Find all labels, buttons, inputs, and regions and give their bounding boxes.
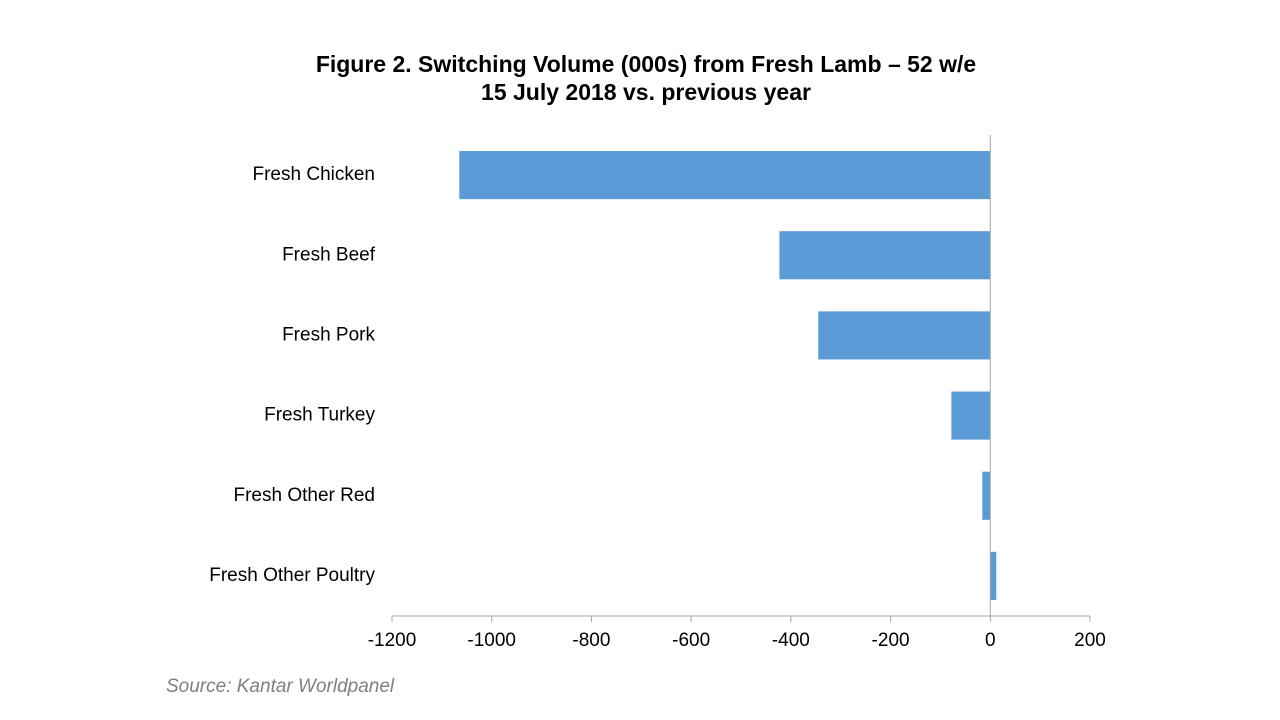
x-tick-label: -600 (672, 630, 710, 651)
x-tick-label: -1200 (368, 630, 417, 651)
source-note: Source: Kantar Worldpanel (166, 676, 395, 697)
y-tick-label: Fresh Pork (282, 324, 375, 345)
bar (779, 231, 991, 280)
bar (951, 391, 991, 440)
y-tick-label: Fresh Beef (282, 244, 376, 265)
x-tick-label: 200 (1074, 630, 1106, 651)
chart-title: 15 July 2018 vs. previous year (481, 79, 811, 105)
x-tick-label: -200 (872, 630, 910, 651)
y-tick-label: Fresh Other Red (234, 485, 376, 506)
x-tick-label: 0 (985, 630, 996, 651)
bar (459, 151, 991, 200)
bar (818, 311, 991, 360)
x-tick-label: -400 (772, 630, 810, 651)
chart-title: Figure 2. Switching Volume (000s) from F… (316, 51, 976, 77)
bar (982, 471, 991, 520)
y-tick-label: Fresh Chicken (253, 164, 376, 185)
y-tick-label: Fresh Turkey (264, 405, 375, 426)
y-tick-label: Fresh Other Poultry (209, 565, 375, 586)
x-tick-label: -800 (572, 630, 610, 651)
bar (990, 551, 997, 600)
x-tick-label: -1000 (467, 630, 516, 651)
